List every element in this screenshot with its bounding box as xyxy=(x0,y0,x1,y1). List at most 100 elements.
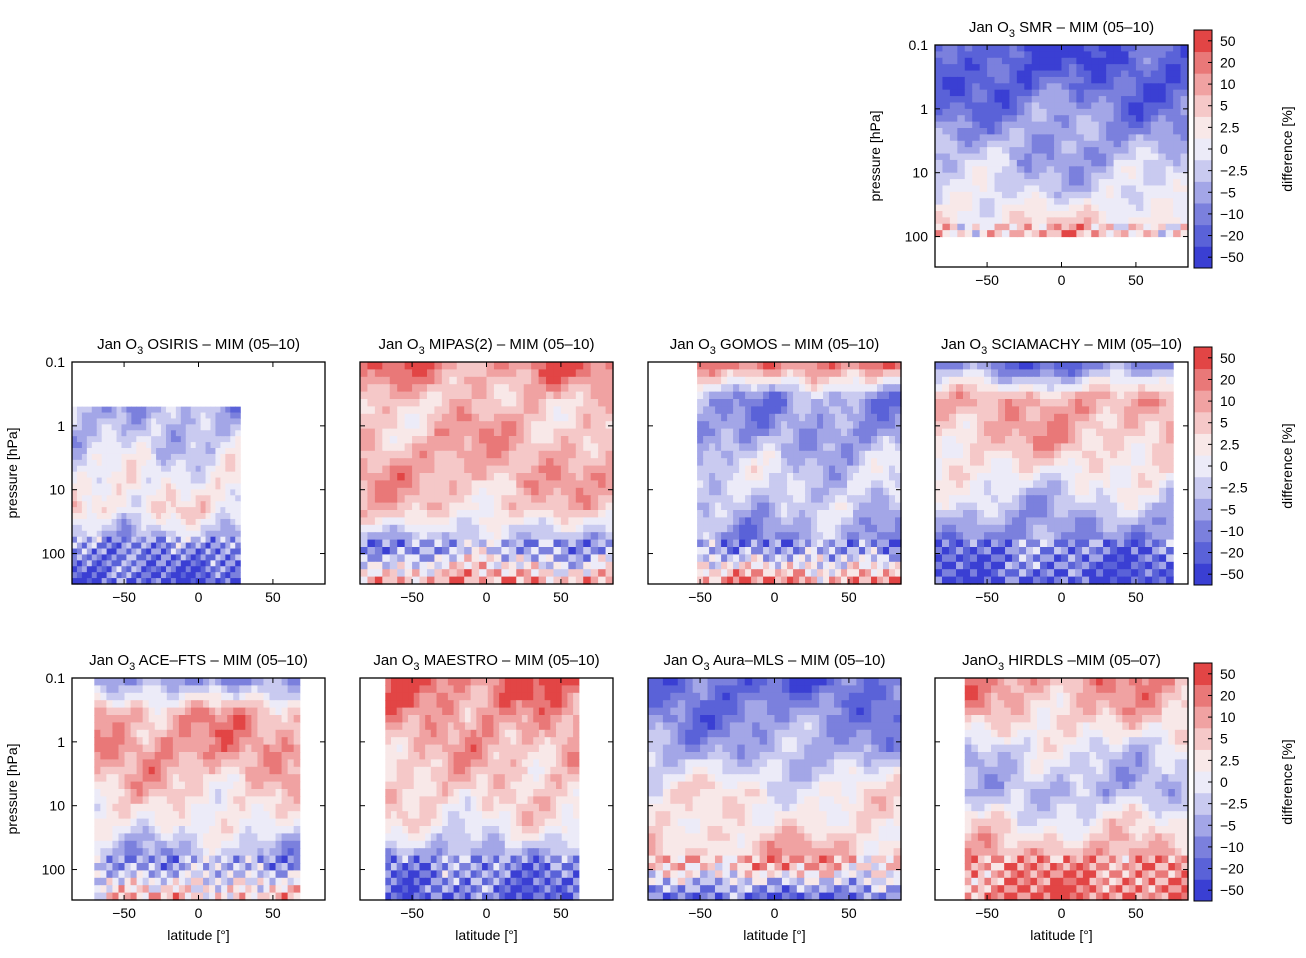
field-cell xyxy=(963,487,971,496)
field-cell xyxy=(1039,76,1048,84)
field-cell xyxy=(220,418,226,425)
field-cell xyxy=(763,391,770,400)
field-cell xyxy=(86,542,93,550)
field-cell xyxy=(605,384,614,393)
field-cell xyxy=(1180,102,1189,110)
field-cell xyxy=(156,483,162,490)
field-cell xyxy=(956,532,964,541)
field-cell xyxy=(508,406,517,415)
field-cell xyxy=(1075,406,1083,415)
field-cell xyxy=(1128,223,1137,231)
field-cell xyxy=(935,83,944,91)
field-cell xyxy=(889,376,896,385)
field-cell xyxy=(970,399,978,407)
field-cell xyxy=(1089,436,1097,444)
field-cell xyxy=(180,566,187,573)
field-cell xyxy=(419,517,428,526)
field-cell xyxy=(185,412,192,420)
field-cell xyxy=(987,153,996,161)
field-cell xyxy=(984,465,992,474)
field-cell xyxy=(225,453,231,461)
field-cell xyxy=(170,465,177,473)
field-cell xyxy=(835,443,842,452)
field-cell xyxy=(853,510,860,518)
field-cell xyxy=(165,424,172,431)
field-cell xyxy=(1158,134,1167,142)
field-cell xyxy=(106,542,113,550)
field-cell xyxy=(1165,134,1174,142)
field-cell xyxy=(859,532,866,541)
field-cell xyxy=(546,576,555,585)
field-cell xyxy=(769,450,776,459)
field-cell xyxy=(1061,230,1070,238)
field-cell xyxy=(979,121,988,129)
field-cell xyxy=(733,569,740,578)
field-cell xyxy=(72,495,78,502)
field-cell xyxy=(434,465,443,474)
field-cell xyxy=(1089,458,1097,467)
field-cell xyxy=(1061,376,1069,385)
field-cell xyxy=(72,501,78,508)
field-cell xyxy=(883,532,890,541)
field-cell xyxy=(829,369,836,378)
field-cell xyxy=(101,548,108,556)
field-cell xyxy=(508,436,517,444)
field-cell xyxy=(1040,436,1048,444)
field-cell xyxy=(703,428,710,437)
field-cell xyxy=(935,159,944,167)
field-cell xyxy=(1024,83,1033,91)
field-cell xyxy=(935,443,943,452)
field-cell xyxy=(935,487,943,496)
field-cell xyxy=(703,539,710,548)
field-cell xyxy=(799,436,806,444)
field-cell xyxy=(538,517,547,526)
field-cell xyxy=(590,576,599,585)
field-cell xyxy=(441,376,450,385)
field-cell xyxy=(1061,399,1069,407)
field-cell xyxy=(817,547,824,555)
field-cell xyxy=(180,436,187,443)
field-cell xyxy=(787,406,794,415)
field-cell xyxy=(230,489,236,496)
field-cell xyxy=(942,230,951,238)
field-cell xyxy=(1143,70,1152,78)
field-cell xyxy=(1110,502,1118,511)
field-cell xyxy=(1012,524,1020,533)
field-cell xyxy=(859,376,866,385)
field-cell xyxy=(360,362,369,370)
field-cell xyxy=(200,495,207,502)
field-cell xyxy=(464,495,473,504)
field-cell xyxy=(1083,217,1092,225)
field-cell xyxy=(1082,428,1090,437)
field-cell xyxy=(1054,458,1062,467)
field-cell xyxy=(949,172,958,180)
field-cell xyxy=(994,223,1003,231)
field-cell xyxy=(111,465,118,473)
field-cell xyxy=(972,57,981,65)
field-cell xyxy=(823,487,830,496)
field-cell xyxy=(1166,458,1174,467)
field-cell xyxy=(1121,102,1130,110)
field-cell xyxy=(360,465,369,474)
field-cell xyxy=(538,413,547,422)
field-cell xyxy=(949,134,958,142)
field-cell xyxy=(76,406,83,414)
field-cell xyxy=(1152,524,1160,533)
field-cell xyxy=(1128,108,1137,116)
field-cell xyxy=(200,436,207,443)
field-cell xyxy=(957,211,966,218)
field-cell xyxy=(486,554,495,563)
field-cell xyxy=(553,532,562,541)
field-cell xyxy=(829,547,836,555)
field-cell xyxy=(1068,362,1076,370)
field-cell xyxy=(101,477,108,485)
field-cell xyxy=(972,134,981,142)
field-cell xyxy=(787,384,794,393)
field-cell xyxy=(871,362,878,370)
field-cell xyxy=(76,578,83,585)
field-cell xyxy=(367,450,376,459)
field-cell xyxy=(546,376,555,385)
field-cell xyxy=(1068,458,1076,467)
field-cell xyxy=(141,465,147,473)
field-cell xyxy=(781,517,788,526)
